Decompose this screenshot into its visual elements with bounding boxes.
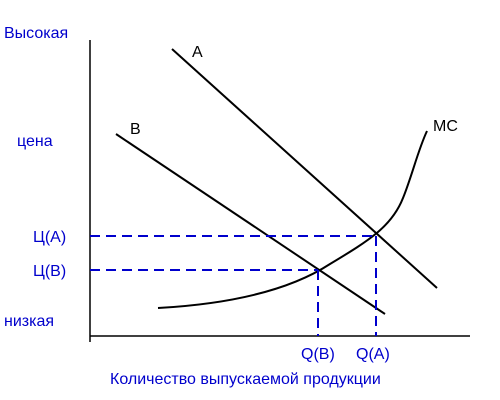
price-a-label: Ц(А): [33, 229, 66, 246]
x-axis-title: Количество выпускаемой продукции: [110, 371, 381, 388]
y-axis-bottom-label: низкая: [4, 313, 54, 330]
y-axis-top-label: Высокая: [4, 25, 68, 42]
marginal-cost-curve: [157, 130, 428, 309]
quantity-b-label: Q(B): [301, 346, 335, 363]
demand-curve-b: [115, 133, 386, 315]
price-b-label: Ц(В): [33, 263, 66, 280]
quantity-a-label: Q(A): [356, 346, 390, 363]
curve-a-label: A: [192, 44, 203, 61]
demand-curve-a: [171, 48, 438, 289]
curve-mc-label: MC: [433, 118, 458, 135]
y-axis-mid-label: цена: [17, 133, 53, 150]
curve-b-label: B: [130, 121, 141, 138]
